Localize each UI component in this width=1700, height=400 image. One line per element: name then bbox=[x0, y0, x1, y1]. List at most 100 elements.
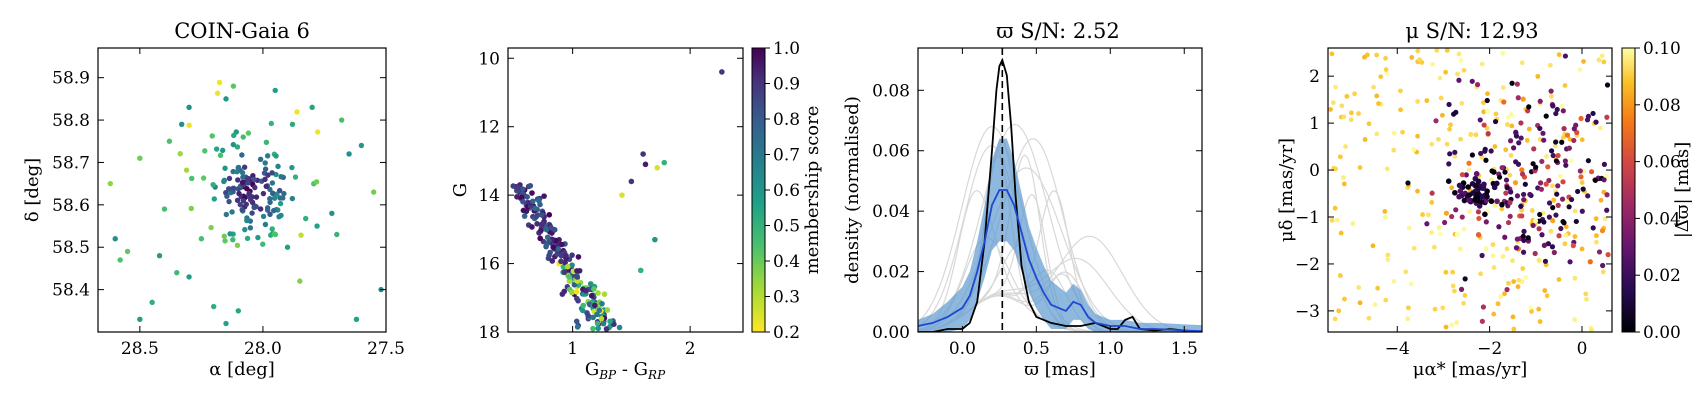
proper-motion-point bbox=[1514, 193, 1521, 199]
proper-motion-point bbox=[1502, 169, 1508, 175]
proper-motion-point bbox=[1469, 152, 1475, 158]
star-point bbox=[271, 207, 277, 214]
proper-motion-point bbox=[1330, 100, 1336, 106]
y-tick-label: −3 bbox=[1295, 302, 1320, 322]
proper-motion-point bbox=[1385, 252, 1391, 258]
proper-motion-point bbox=[1450, 111, 1457, 117]
proper-motion-point bbox=[1362, 137, 1368, 142]
cmd-point bbox=[583, 287, 589, 294]
panel1-ylabel: δ [deg] bbox=[22, 158, 43, 222]
proper-motion-point bbox=[1374, 131, 1380, 137]
proper-motion-point bbox=[1604, 207, 1610, 213]
proper-motion-point bbox=[1553, 110, 1559, 117]
colorbar-tick-label: 0.10 bbox=[1643, 39, 1681, 59]
proper-motion-point bbox=[1518, 120, 1524, 126]
proper-motion-point bbox=[1382, 214, 1388, 220]
proper-motion-point bbox=[1461, 300, 1466, 306]
cmd-point bbox=[569, 289, 575, 296]
proper-motion-point bbox=[1485, 108, 1491, 114]
proper-motion-point bbox=[1605, 252, 1611, 258]
proper-motion-point bbox=[1546, 177, 1552, 184]
proper-motion-point bbox=[1488, 198, 1495, 205]
proper-motion-point bbox=[1537, 211, 1543, 218]
proper-motion-point bbox=[1579, 137, 1585, 143]
cmd-point bbox=[596, 307, 603, 314]
proper-motion-point bbox=[1465, 184, 1471, 190]
star-point bbox=[314, 129, 321, 135]
membership-colorbar bbox=[751, 47, 766, 333]
proper-motion-point bbox=[1548, 88, 1554, 94]
star-point bbox=[234, 144, 241, 150]
proper-motion-point bbox=[1344, 93, 1350, 99]
star-point bbox=[272, 87, 278, 94]
proper-motion-point bbox=[1529, 208, 1535, 213]
proper-motion-point bbox=[1484, 188, 1490, 194]
proper-motion-point bbox=[1548, 148, 1555, 154]
proper-motion-point bbox=[1491, 169, 1497, 175]
panel1-frame bbox=[97, 47, 387, 333]
y-tick-label: −2 bbox=[1295, 255, 1320, 275]
proper-motion-point bbox=[1575, 188, 1581, 195]
proper-motion-point bbox=[1563, 162, 1569, 168]
star-point bbox=[239, 207, 245, 213]
proper-motion-point bbox=[1478, 271, 1484, 277]
proper-motion-point bbox=[1492, 144, 1498, 149]
star-point bbox=[267, 211, 273, 217]
proper-motion-point bbox=[1598, 197, 1604, 203]
proper-motion-point bbox=[1597, 125, 1603, 131]
proper-motion-point bbox=[1513, 130, 1519, 136]
star-point bbox=[235, 177, 241, 183]
star-point bbox=[244, 235, 251, 242]
y-tick-label: 0.00 bbox=[872, 323, 910, 343]
proper-motion-point bbox=[1400, 129, 1405, 135]
star-point bbox=[177, 151, 183, 157]
proper-motion-point bbox=[1527, 191, 1533, 198]
proper-motion-point bbox=[1463, 172, 1469, 178]
proper-motion-point bbox=[1424, 98, 1430, 104]
proper-motion-point bbox=[1508, 138, 1514, 144]
star-point bbox=[284, 244, 291, 250]
cmd-point bbox=[530, 198, 536, 205]
proper-motion-point bbox=[1398, 88, 1403, 94]
star-point bbox=[289, 164, 295, 171]
proper-motion-point bbox=[1538, 186, 1545, 192]
proper-motion-point bbox=[1539, 158, 1545, 165]
proper-motion-point bbox=[1558, 225, 1564, 232]
y-tick-label: 58.7 bbox=[52, 153, 90, 173]
proper-motion-point bbox=[1493, 111, 1499, 117]
proper-motion-point bbox=[1337, 154, 1343, 160]
proper-motion-point bbox=[1352, 91, 1357, 97]
proper-motion-point bbox=[1536, 226, 1542, 232]
star-point bbox=[275, 207, 281, 213]
proper-motion-point bbox=[1559, 139, 1565, 145]
proper-motion-point bbox=[1542, 258, 1549, 264]
proper-motion-point bbox=[1462, 276, 1468, 282]
star-point bbox=[117, 257, 123, 263]
proper-motion-point bbox=[1469, 78, 1475, 84]
cmd-point bbox=[543, 226, 550, 233]
proper-motion-point bbox=[1332, 205, 1338, 211]
star-point bbox=[235, 308, 242, 314]
proper-motion-point bbox=[1444, 141, 1450, 147]
star-point bbox=[255, 234, 261, 241]
cmd-point bbox=[599, 300, 605, 307]
proper-motion-point bbox=[1601, 59, 1607, 65]
proper-motion-point bbox=[1443, 324, 1449, 330]
cmd-point bbox=[616, 324, 623, 331]
proper-motion-point bbox=[1458, 57, 1464, 63]
proper-motion-point bbox=[1521, 237, 1527, 244]
proper-motion-point bbox=[1562, 158, 1568, 164]
proper-motion-point bbox=[1604, 82, 1611, 88]
star-point bbox=[277, 200, 284, 207]
proper-motion-point bbox=[1494, 180, 1500, 187]
parallax-density-panel: ϖ S/N: 2.52 0.0 0.5 1.0 1.5 0.00 0.02 0.04 0.06… bbox=[842, 19, 1203, 380]
proper-motion-point bbox=[1511, 326, 1517, 332]
cmd-point bbox=[579, 307, 586, 314]
star-point bbox=[241, 164, 248, 170]
proper-motion-point bbox=[1515, 284, 1521, 290]
proper-motion-point bbox=[1385, 257, 1391, 263]
proper-motion-point bbox=[1559, 103, 1565, 109]
cmd-point bbox=[529, 224, 535, 230]
proper-motion-point bbox=[1478, 150, 1484, 157]
proper-motion-point bbox=[1501, 99, 1507, 105]
